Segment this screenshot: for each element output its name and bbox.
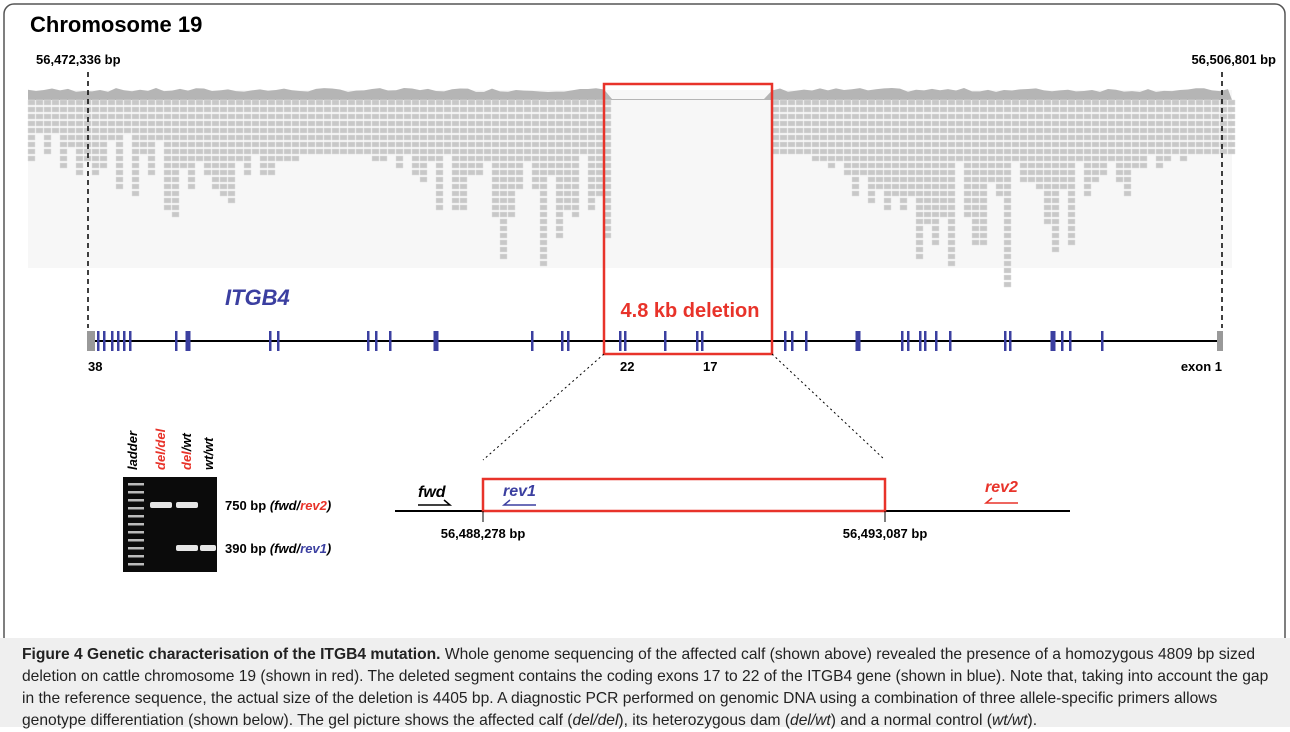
exon (367, 331, 370, 351)
gene-name: ITGB4 (225, 285, 290, 310)
lane-label: del/wt (179, 432, 194, 470)
exon (619, 331, 622, 351)
lane-text: /wt (179, 432, 194, 452)
band-label: 390 bp (fwd/rev1) (225, 541, 331, 556)
ladder-band (128, 563, 144, 566)
exon (1069, 331, 1072, 351)
gel-band (200, 545, 216, 551)
exon (123, 331, 126, 351)
exon (1061, 331, 1064, 351)
exon (269, 331, 272, 351)
ladder-band (128, 531, 144, 534)
caption-text: ), its heterozygous dam ( (618, 712, 790, 729)
exon (103, 331, 106, 351)
page: {"figure":{ "title":"Chromosome 19", "le… (0, 0, 1290, 727)
lane-text: del/del (153, 428, 168, 470)
band-label: 750 bp (fwd/rev2) (225, 498, 331, 513)
exon (856, 331, 861, 351)
band-primer: (fwd/ (270, 498, 302, 513)
gel-band (176, 545, 198, 551)
caption: Figure 4 Genetic characterisation of the… (0, 638, 1290, 727)
lane-label: ladder (125, 430, 140, 470)
exon (389, 331, 392, 351)
band-primer: rev1 (300, 541, 327, 556)
exon-label: 22 (620, 359, 634, 374)
primer-label: fwd (418, 484, 447, 501)
exon-label: exon 1 (1181, 359, 1222, 374)
caption-text: del/del (572, 712, 618, 729)
exon (1009, 331, 1012, 351)
left-coordinate: 56,472,336 bp (36, 52, 121, 67)
ladder-band (128, 547, 144, 550)
ladder-band (128, 523, 144, 526)
exon (624, 331, 627, 351)
exon (701, 331, 704, 351)
exon (901, 331, 904, 351)
caption-label: Figure 4 Genetic characterisation of the… (22, 646, 441, 663)
exon (111, 331, 114, 351)
caption-text: wt/wt (992, 712, 1028, 729)
exon (117, 331, 120, 351)
title: Chromosome 19 (30, 12, 202, 37)
lane-text: ladder (125, 430, 140, 470)
exon (924, 331, 927, 351)
exon (664, 331, 667, 351)
exon (434, 331, 439, 351)
gel-band (150, 502, 172, 508)
exon (696, 331, 699, 351)
exon (1004, 331, 1007, 351)
ladder-band (128, 555, 144, 558)
ladder-band (128, 507, 144, 510)
caption-text: ). (1028, 712, 1038, 729)
band-size: 390 bp (225, 541, 266, 556)
coordinate: 56,493,087 bp (843, 526, 928, 541)
caption-text: ) and a normal control ( (831, 712, 992, 729)
right-coordinate: 56,506,801 bp (1191, 52, 1276, 67)
exon (907, 331, 910, 351)
exon (277, 331, 280, 351)
lane-text: del (179, 451, 194, 470)
exon (531, 331, 534, 351)
ladder-band (128, 515, 144, 518)
exon-label: 38 (88, 359, 102, 374)
lane-label: del/del (153, 428, 168, 470)
exon (129, 331, 132, 351)
gel-band (176, 502, 198, 508)
exon (175, 331, 178, 351)
ladder-band (128, 539, 144, 542)
band-primer: (fwd/ (270, 541, 302, 556)
primer-label: rev2 (985, 479, 1018, 496)
exon (1051, 331, 1056, 351)
exon (567, 331, 570, 351)
ladder-band (128, 499, 144, 502)
exon (97, 331, 100, 351)
exon (186, 331, 191, 351)
caption-text: del/wt (790, 712, 831, 729)
exon (935, 331, 938, 351)
utr (1217, 331, 1223, 351)
utr (87, 331, 95, 351)
primer-label: rev1 (503, 483, 536, 500)
ladder-band (128, 483, 144, 486)
exon (791, 331, 794, 351)
exon (805, 331, 808, 351)
band-size: 750 bp (225, 498, 266, 513)
ladder-band (128, 491, 144, 494)
exon-label: 17 (703, 359, 717, 374)
exon (561, 331, 564, 351)
coordinate: 56,488,278 bp (441, 526, 526, 541)
exon (1101, 331, 1104, 351)
band-primer: rev2 (300, 498, 328, 513)
exon (949, 331, 952, 351)
exon (784, 331, 787, 351)
deletion-label: 4.8 kb deletion (621, 300, 760, 322)
exon (375, 331, 378, 351)
lane-text: wt/wt (201, 437, 216, 470)
exon (919, 331, 922, 351)
lane-label: wt/wt (201, 437, 216, 470)
figure: Chromosome 19 56,472,336 bp 56,506,801 b… (0, 0, 1290, 640)
